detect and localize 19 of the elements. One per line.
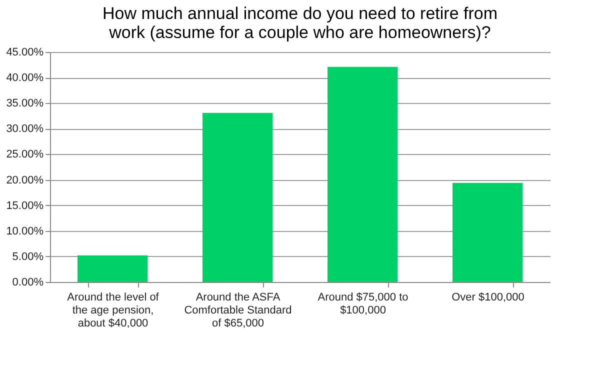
x-tick-label: Around the level of the age pension, about $40,000	[67, 292, 160, 330]
bar	[202, 112, 272, 282]
y-tick-label: 5.00%	[12, 250, 44, 263]
bar	[328, 66, 398, 282]
y-tick-label: 40.00%	[6, 72, 44, 84]
y-tick-label: 45.00%	[6, 46, 44, 58]
x-tick-label: Around $75,000 to $100,000	[318, 292, 408, 316]
bar	[78, 255, 148, 282]
y-tick-label: 0.00%	[12, 276, 44, 288]
y-tick-label: 30.00%	[6, 123, 44, 136]
y-tick-label: 25.00%	[6, 148, 44, 161]
y-tick-label: 10.00%	[6, 225, 44, 238]
x-tick-label: Around the ASFA Comfortable Standard of $65,000	[184, 292, 292, 330]
y-tick-label: 20.00%	[6, 174, 44, 186]
y-tick-label: 35.00%	[6, 98, 44, 110]
y-tick-label: 15.00%	[6, 200, 44, 212]
chart-title: How much annual income do you need to retire from work (assume for a couple who are homeowners)?	[102, 4, 498, 42]
bar	[452, 182, 522, 282]
x-tick-label: Over $100,000	[452, 292, 524, 304]
